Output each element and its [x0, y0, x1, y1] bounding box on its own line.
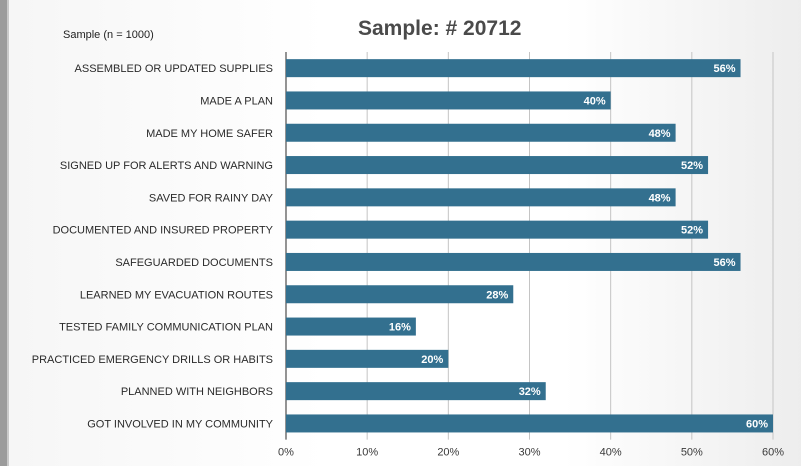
- category-label: ASSEMBLED OR UPDATED SUPPLIES: [75, 63, 273, 75]
- x-tick-label: 20%: [437, 447, 459, 459]
- bar: [286, 91, 611, 110]
- category-label: PLANNED WITH NEIGHBORS: [121, 386, 273, 398]
- chart-subtitle: Sample (n = 1000): [63, 29, 154, 41]
- bar-value-label: 60%: [746, 418, 768, 430]
- bar: [286, 59, 741, 78]
- category-label: SIGNED UP FOR ALERTS AND WARNING: [60, 160, 273, 172]
- category-label: TESTED FAMILY COMMUNICATION PLAN: [59, 322, 273, 334]
- category-label: DOCUMENTED AND INSURED PROPERTY: [53, 225, 274, 237]
- bar: [286, 382, 546, 401]
- category-labels: ASSEMBLED OR UPDATED SUPPLIES MADE A PLAN…: [32, 63, 274, 430]
- bar: [286, 123, 676, 142]
- window-edge: [0, 0, 7, 466]
- category-label: SAFEGUARDED DOCUMENTS: [115, 257, 273, 269]
- gridlines: [285, 52, 774, 440]
- bar-value-label: 40%: [584, 95, 606, 107]
- category-label: MADE A PLAN: [200, 95, 273, 107]
- category-label: SAVED FOR RAINY DAY: [149, 192, 274, 204]
- bar: [286, 156, 709, 175]
- category-label: LEARNED MY EVACUATION ROUTES: [80, 289, 273, 301]
- bar-value-label: 52%: [681, 225, 703, 237]
- bar-value-label: 28%: [486, 289, 508, 301]
- bar: [286, 252, 741, 271]
- bar: [286, 317, 416, 336]
- bar-value-label: 48%: [649, 192, 671, 204]
- x-tick-label: 40%: [600, 447, 622, 459]
- x-tick-label: 60%: [762, 447, 784, 459]
- x-tick-label: 10%: [356, 447, 378, 459]
- bar-value-label: 48%: [649, 128, 671, 140]
- bar-value-label: 20%: [421, 354, 443, 366]
- bars: 56% 40% 48% 52% 48% 52% 56% 28% 16% 20% 32% 60%: [286, 59, 773, 433]
- category-label: GOT INVOLVED IN MY COMMUNITY: [87, 418, 273, 430]
- x-tick-labels: 0% 10% 20% 30% 40% 50% 60%: [278, 447, 784, 459]
- bar-value-label: 16%: [389, 322, 411, 334]
- bar: [286, 414, 773, 433]
- bar-value-label: 32%: [519, 386, 541, 398]
- bar: [286, 285, 514, 304]
- x-tick-label: 0%: [278, 447, 294, 459]
- category-label: MADE MY HOME SAFER: [146, 128, 273, 140]
- x-tick-label: 50%: [681, 447, 703, 459]
- bar: [286, 220, 709, 239]
- bar-value-label: 52%: [681, 160, 703, 172]
- chart-title: Sample: # 20712: [358, 17, 522, 40]
- x-tick-label: 30%: [518, 447, 540, 459]
- bar: [286, 349, 449, 368]
- bar-value-label: 56%: [714, 63, 736, 75]
- category-label: PRACTICED EMERGENCY DRILLS OR HABITS: [32, 354, 273, 366]
- bar-value-label: 56%: [714, 257, 736, 269]
- bar: [286, 188, 676, 207]
